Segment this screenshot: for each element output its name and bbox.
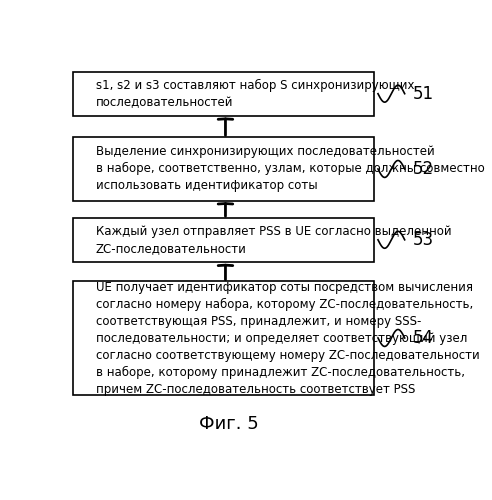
Text: 53: 53	[412, 231, 433, 249]
Text: Выделение синхронизирующих последовательностей
в наборе, соответственно, узлам, : Выделение синхронизирующих последователь…	[96, 145, 485, 192]
Bar	[73, 218, 374, 262]
Text: 54: 54	[412, 329, 433, 347]
Text: 51: 51	[412, 84, 433, 102]
Text: Каждый узел отправляет PSS в UE согласно выделенной
ZC-последовательности: Каждый узел отправляет PSS в UE согласно…	[96, 225, 452, 255]
Bar	[73, 137, 374, 200]
Text: Фиг. 5: Фиг. 5	[199, 415, 259, 433]
Text: 52: 52	[412, 160, 433, 178]
Bar	[73, 72, 374, 116]
Text: UE получает идентификатор соты посредством вычисления
согласно номеру набора, ко: UE получает идентификатор соты посредств…	[96, 280, 480, 396]
Text: s1, s2 и s3 составляют набор S синхронизирующих
последовательностей: s1, s2 и s3 составляют набор S синхрониз…	[96, 78, 414, 108]
Bar	[73, 282, 374, 395]
